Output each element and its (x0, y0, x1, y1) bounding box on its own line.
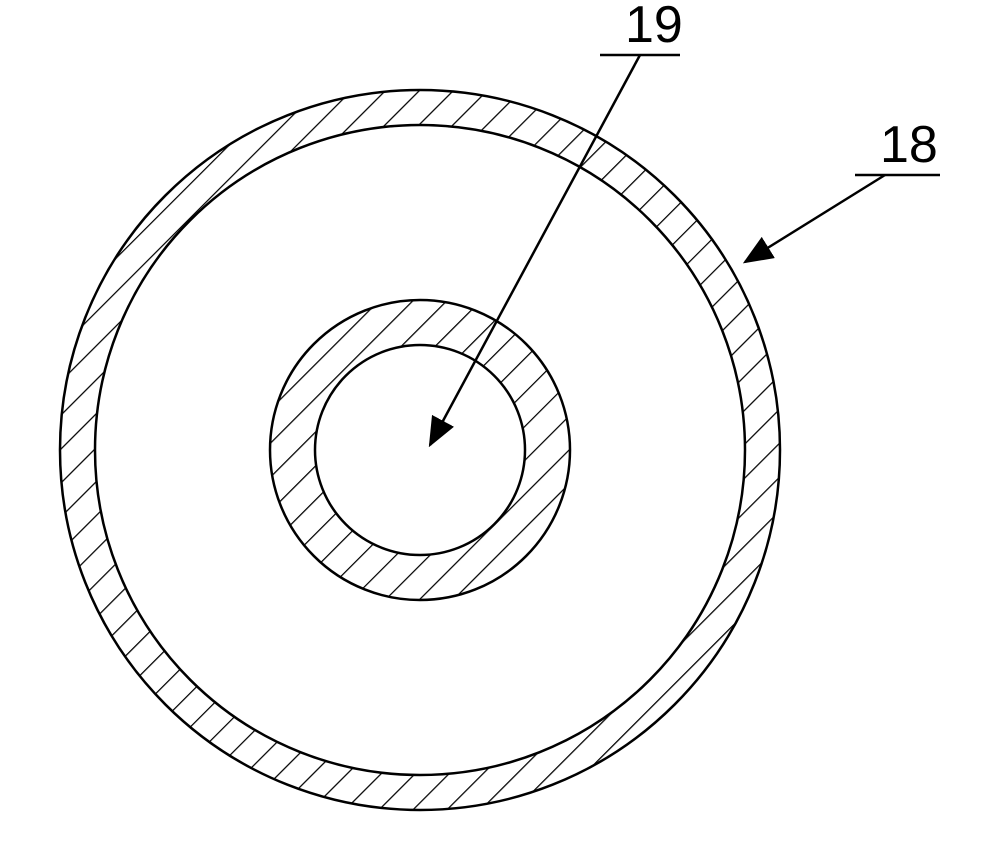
label-19: 19 (625, 0, 683, 55)
label-18: 18 (880, 115, 938, 175)
cross-section-diagram: 19 18 (0, 0, 1000, 847)
inner-ring (270, 300, 570, 600)
leader-18 (745, 175, 940, 262)
diagram-svg (0, 0, 1000, 847)
outer-ring (60, 90, 780, 810)
